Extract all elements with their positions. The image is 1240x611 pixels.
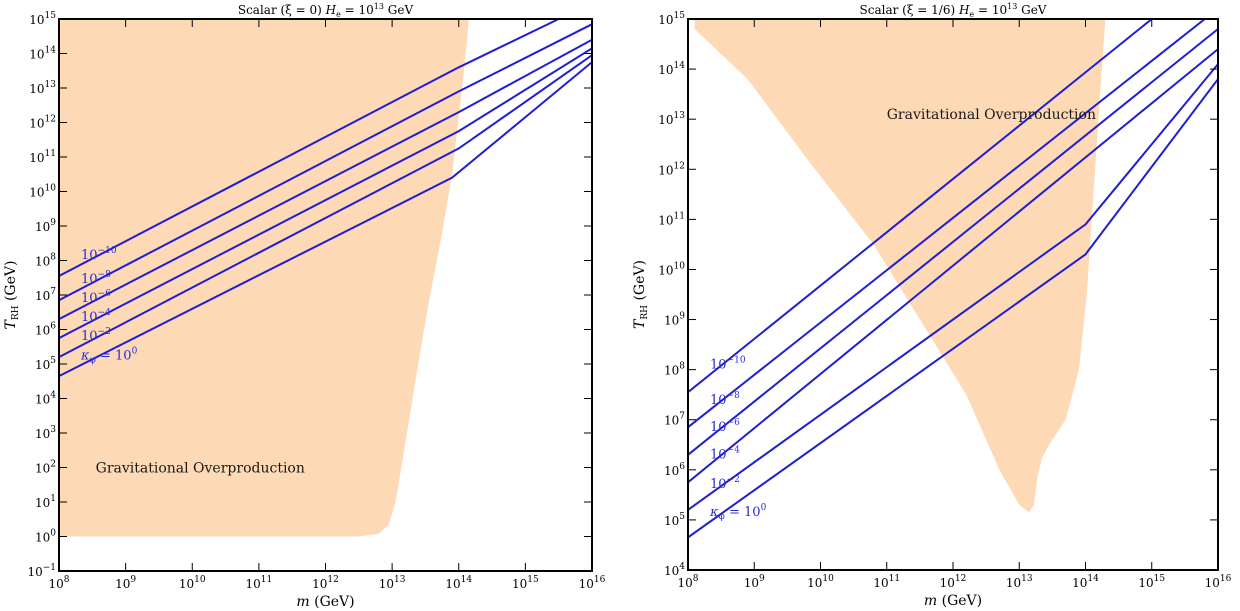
overproduction-region [59,19,469,537]
y-tick-label: 107 [35,287,56,303]
x-tick-label: 1015 [1138,574,1165,590]
x-tick-label: 1014 [1072,574,1099,590]
y-axis-label: TRH (GeV) [3,261,21,330]
panel-title: Scalar (ξ = 1/6) He = 1013 GeV [860,2,1047,19]
x-tick-label: 108 [48,575,69,591]
y-tick-label: 105 [664,512,685,528]
curve-label-4: 10−4 [81,308,111,325]
series-line-6 [688,78,1218,539]
series-line-5 [688,63,1218,511]
y-tick-label: 109 [35,218,56,234]
x-tick-label: 1010 [807,574,834,590]
x-tick-label: 108 [677,574,698,590]
y-tick-label: 100 [35,529,56,545]
y-tick-label: 102 [35,460,56,476]
series-line-5 [59,54,592,358]
x-tick-label: 1016 [579,575,606,591]
y-tick-label: 1015 [658,11,685,27]
x-tick-label: 1016 [1205,574,1232,590]
curve-label-2: 10−8 [81,270,111,287]
x-tick-label: 109 [744,574,765,590]
y-tick-label: 108 [664,362,685,378]
series-line-4 [688,48,1218,484]
y-tick-label: 1012 [29,115,56,131]
region-label: Gravitational Overproduction [887,107,1096,123]
curve-label-6: κφ = 100 [709,503,767,522]
y-tick-label: 1011 [658,211,685,227]
x-tick-label: 1015 [512,575,539,591]
y-tick-label: 1012 [658,161,685,177]
curve-label-3: 10−6 [710,418,740,435]
curve-label-1: 10−10 [710,356,746,373]
y-tick-label: 107 [664,412,685,428]
region-label: Gravitational Overproduction [96,461,305,477]
x-tick-label: 1011 [873,574,900,590]
y-tick-label: 108 [35,253,56,269]
y-tick-label: 1015 [29,11,56,27]
y-tick-label: 1010 [29,184,56,200]
y-tick-label: 1014 [658,61,685,77]
y-axis-label: TRH (GeV) [632,260,650,329]
y-tick-label: 1010 [658,261,685,277]
series-line-4 [59,47,592,339]
overproduction-region [694,19,1106,513]
y-tick-label: 106 [664,462,685,478]
y-tick-label: 109 [664,312,685,328]
curve-label-3: 10−6 [81,289,111,306]
curve-label-5: 10−2 [81,327,111,344]
curve-label-6: κφ = 100 [80,346,138,365]
x-tick-label: 1014 [445,575,472,591]
y-tick-label: 103 [35,425,56,441]
x-tick-label: 1013 [379,575,406,591]
series-line-3 [59,38,592,320]
series-line-1 [688,19,1153,393]
curve-label-2: 10−8 [710,391,740,408]
y-tick-label: 1011 [29,149,56,165]
x-tick-label: 1012 [312,575,339,591]
series-line-1 [59,19,560,277]
y-tick-label: 104 [35,391,56,407]
y-tick-label: 1013 [29,80,56,96]
y-tick-label: 10−1 [27,563,56,579]
x-axis-label: m (GeV) [924,593,982,609]
x-tick-label: 1011 [246,575,273,591]
x-tick-label: 109 [115,575,136,591]
y-tick-label: 101 [35,494,56,510]
y-tick-label: 105 [35,356,56,372]
y-tick-label: 1014 [29,46,56,62]
y-tick-label: 1013 [658,111,685,127]
x-tick-label: 1013 [1006,574,1033,590]
curve-label-5: 10−2 [710,475,740,492]
chart-panel-1: 10−10 10−8 10−6 10−4 10−2 κφ = 100 Gravitation… [3,2,606,610]
curve-label-1: 10−10 [81,246,117,263]
series-line-2 [688,19,1206,428]
curve-label-4: 10−4 [710,445,740,462]
series-line-3 [688,28,1218,456]
x-tick-label: 1012 [940,574,967,590]
y-tick-label: 106 [35,322,56,338]
series-line-2 [59,23,592,302]
x-axis-label: m (GeV) [296,594,354,610]
y-tick-label: 104 [664,562,685,578]
panel-title: Scalar (ξ = 0) He = 1013 GeV [238,2,414,19]
x-tick-label: 1010 [179,575,206,591]
chart-panel-2: 10−10 10−8 10−6 10−4 10−2 κφ = 100 Gravitation… [632,2,1232,609]
series-line-6 [59,61,592,377]
